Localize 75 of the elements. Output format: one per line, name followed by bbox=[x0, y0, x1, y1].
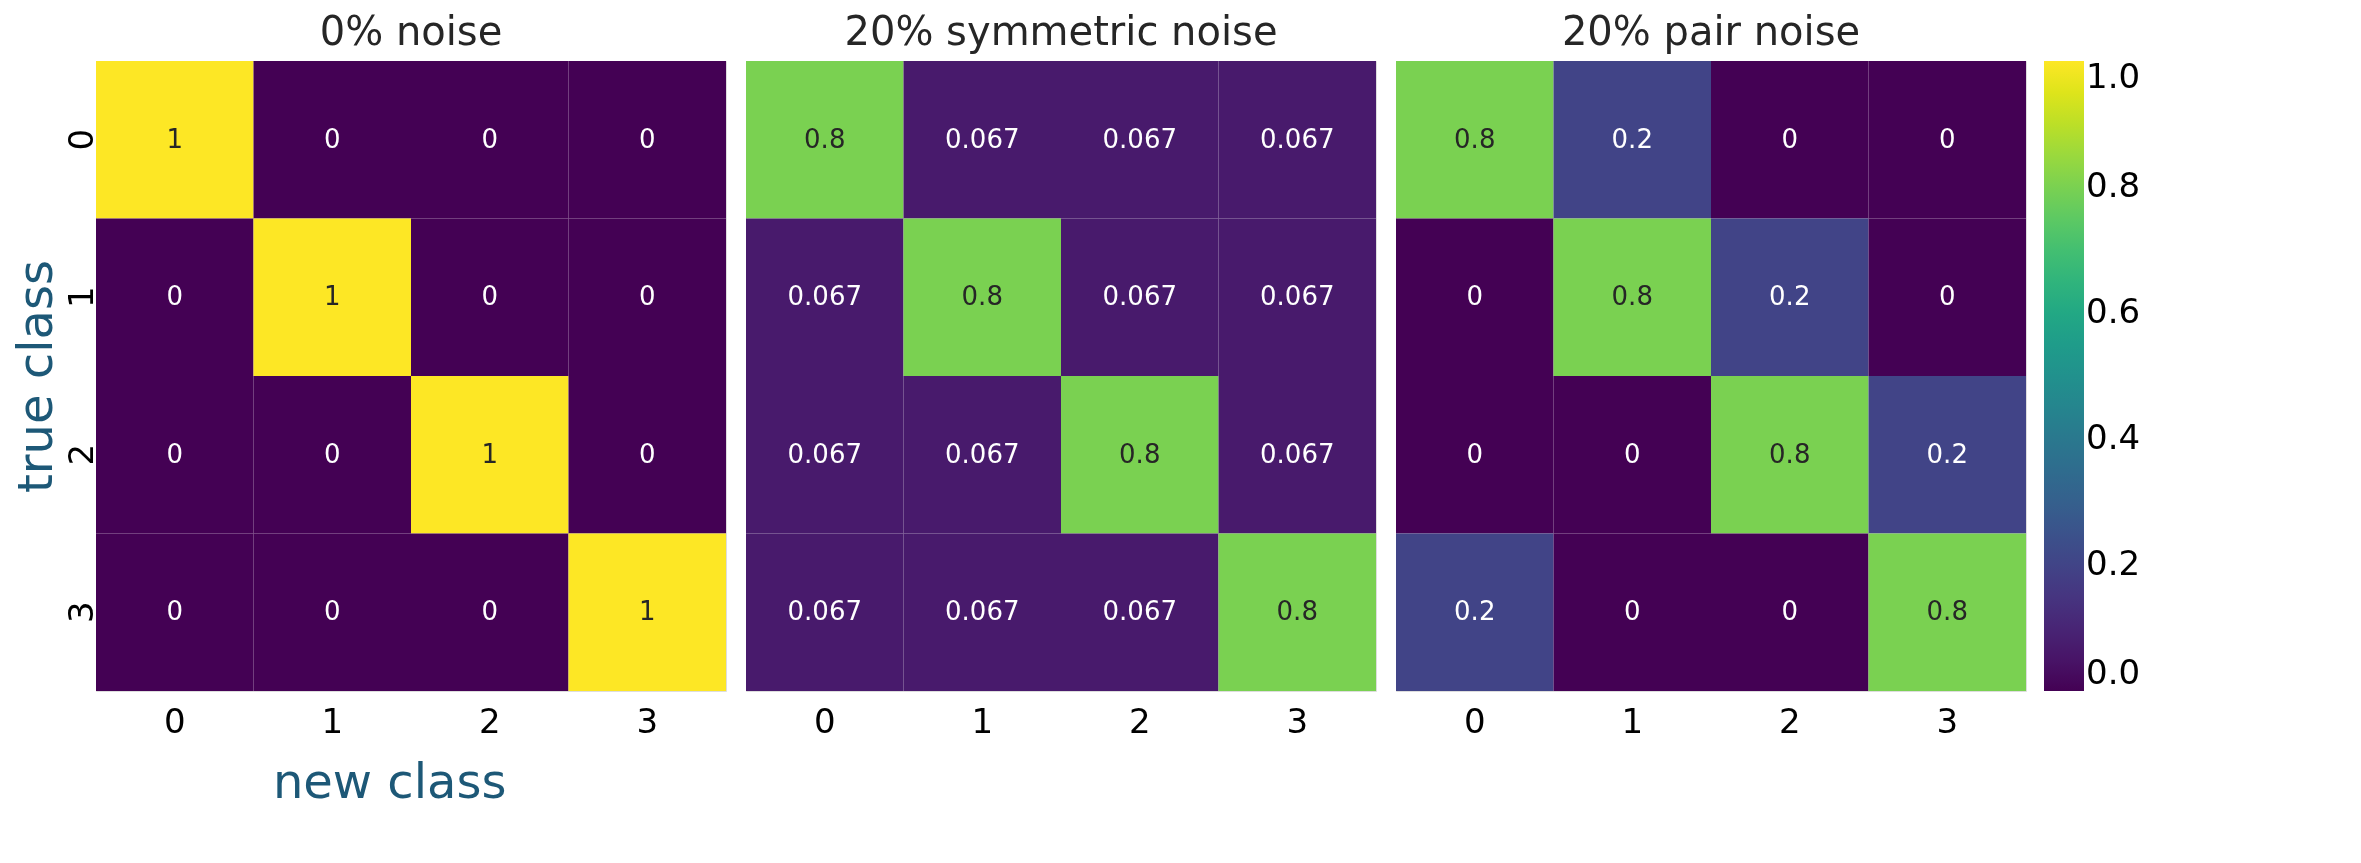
data-label: 0.8 bbox=[804, 123, 846, 154]
data-label: 0 bbox=[323, 438, 341, 469]
data-label: 1 bbox=[638, 596, 656, 627]
data-label: 0 bbox=[1623, 438, 1641, 469]
data-label: 0.067 bbox=[1102, 281, 1177, 312]
data-label: 0 bbox=[1781, 596, 1799, 627]
x-tick-label: 1 bbox=[321, 700, 344, 741]
data-label: 0 bbox=[166, 596, 184, 627]
color-bar-label: 0.6 bbox=[2086, 291, 2141, 331]
data-label: 0.2 bbox=[1454, 596, 1496, 627]
y-tick-label: 1 bbox=[60, 286, 101, 309]
data-label: 0.2 bbox=[1769, 281, 1811, 312]
data-label: 0 bbox=[323, 596, 341, 627]
color-bar-label: 0.4 bbox=[2086, 417, 2141, 457]
data-label: 0 bbox=[1781, 123, 1799, 154]
data-label: 0.067 bbox=[1102, 123, 1177, 154]
data-label: 0.8 bbox=[1454, 123, 1496, 154]
data-label: 0.2 bbox=[1611, 123, 1653, 154]
data-label: 0.067 bbox=[1260, 281, 1335, 312]
x-tick-label: 3 bbox=[1936, 700, 1959, 741]
chart-title: 20% symmetric noise bbox=[844, 8, 1278, 54]
data-label: 0 bbox=[166, 438, 184, 469]
data-label: 0.8 bbox=[961, 281, 1003, 312]
data-label: 0.067 bbox=[945, 596, 1020, 627]
data-label: 0.8 bbox=[1611, 281, 1653, 312]
data-label: 0 bbox=[1938, 281, 1956, 312]
data-label: 0.067 bbox=[945, 438, 1020, 469]
x-tick-label: 2 bbox=[478, 700, 501, 741]
x-tick-label: 0 bbox=[163, 700, 186, 741]
data-label: 0 bbox=[481, 281, 499, 312]
data-label: 1 bbox=[481, 438, 499, 469]
data-label: 0 bbox=[1466, 438, 1484, 469]
data-label: 0 bbox=[481, 123, 499, 154]
data-label: 0.067 bbox=[945, 123, 1020, 154]
x-tick-label: 0 bbox=[1463, 700, 1486, 741]
x-tick-label: 1 bbox=[1621, 700, 1644, 741]
data-label: 0 bbox=[481, 596, 499, 627]
data-label: 0 bbox=[1938, 123, 1956, 154]
x-tick-label: 3 bbox=[636, 700, 659, 741]
data-label: 0.067 bbox=[787, 281, 862, 312]
color-bar-label: 0.0 bbox=[2086, 652, 2141, 692]
x-tick-label: 1 bbox=[971, 700, 994, 741]
data-label: 0 bbox=[1623, 596, 1641, 627]
data-label: 1 bbox=[323, 281, 341, 312]
y-axis-title: true class bbox=[6, 260, 63, 493]
x-tick-label: 2 bbox=[1778, 700, 1801, 741]
x-tick-label: 2 bbox=[1128, 700, 1151, 741]
data-label: 0 bbox=[638, 123, 656, 154]
y-tick-label: 2 bbox=[60, 443, 101, 466]
x-tick-label: 3 bbox=[1286, 700, 1309, 741]
data-label: 0 bbox=[1466, 281, 1484, 312]
color-bar-label: 0.2 bbox=[2086, 543, 2141, 583]
y-tick-label: 3 bbox=[60, 601, 101, 624]
data-label: 0.067 bbox=[787, 596, 862, 627]
data-label: 0 bbox=[638, 281, 656, 312]
data-label: 0.067 bbox=[1260, 438, 1335, 469]
data-label: 0.8 bbox=[1119, 438, 1161, 469]
color-bar-label: 0.8 bbox=[2086, 165, 2141, 205]
data-label: 0.8 bbox=[1276, 596, 1318, 627]
x-tick-label: 0 bbox=[813, 700, 836, 741]
data-label: 0.067 bbox=[787, 438, 862, 469]
data-label: 0 bbox=[323, 123, 341, 154]
data-label: 0 bbox=[638, 438, 656, 469]
color-bar-label: 1.0 bbox=[2086, 56, 2141, 96]
chart-title: 20% pair noise bbox=[1561, 8, 1861, 54]
chart-title: 0% noise bbox=[319, 8, 503, 54]
data-label: 0.8 bbox=[1926, 596, 1968, 627]
data-label: 1 bbox=[166, 123, 184, 154]
x-axis-title: new class bbox=[272, 752, 507, 809]
data-label: 0.2 bbox=[1926, 438, 1968, 469]
data-label: 0 bbox=[166, 281, 184, 312]
data-label: 0.8 bbox=[1769, 438, 1811, 469]
data-label: 0.067 bbox=[1102, 596, 1177, 627]
data-label: 0.067 bbox=[1260, 123, 1335, 154]
y-tick-label: 0 bbox=[60, 128, 101, 151]
